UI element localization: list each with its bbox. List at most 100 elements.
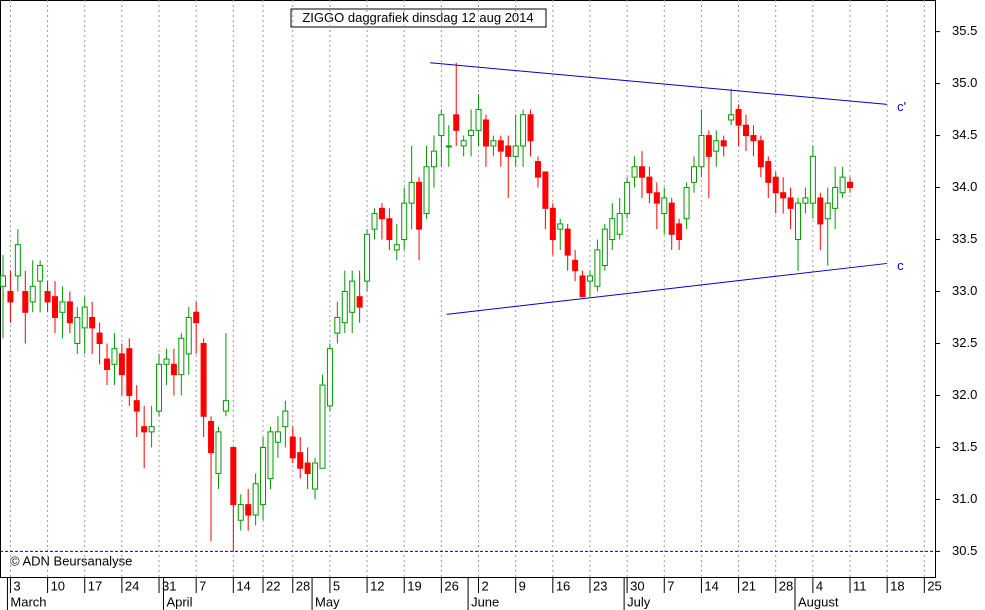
trendline xyxy=(446,262,888,315)
candle-body xyxy=(44,291,51,303)
candle-body xyxy=(676,223,683,241)
trendline-label: c' xyxy=(897,99,906,114)
candle-body xyxy=(126,348,133,396)
candle-body xyxy=(638,166,645,178)
x-tick-label: 22 xyxy=(266,578,280,593)
candle-body xyxy=(705,135,712,157)
candle-body xyxy=(824,202,831,220)
candle-body xyxy=(616,213,623,235)
x-tick-label: 14 xyxy=(236,578,250,593)
x-tick-label: 14 xyxy=(704,578,718,593)
y-tick-label: 35.0 xyxy=(952,75,977,90)
candle-body xyxy=(14,244,21,277)
candle-body xyxy=(22,291,29,313)
candle-body xyxy=(564,228,571,256)
copyright: © ADN Beursanalyse xyxy=(10,553,132,568)
month-label: May xyxy=(315,594,340,609)
y-tick-label: 34.5 xyxy=(952,127,977,142)
candle-body xyxy=(59,301,66,313)
candle-body xyxy=(482,119,489,147)
x-tick-label: 16 xyxy=(556,578,570,593)
y-tick-label: 31.0 xyxy=(952,491,977,506)
candle-body xyxy=(170,363,177,376)
x-tick-label: 21 xyxy=(742,578,756,593)
candle-body xyxy=(586,275,593,282)
candle-body xyxy=(274,431,281,443)
candle-body xyxy=(557,223,564,230)
candle-body xyxy=(260,446,267,506)
candle-body xyxy=(460,140,467,147)
x-tick-label: 31 xyxy=(162,578,176,593)
candle-body xyxy=(787,197,794,209)
candle-body xyxy=(297,452,304,469)
candle-body xyxy=(445,145,452,148)
candle-body xyxy=(185,316,192,355)
x-tick-label: 9 xyxy=(519,578,526,593)
candle-body xyxy=(326,348,333,407)
candle-body xyxy=(527,114,534,142)
month-label: August xyxy=(798,594,839,609)
candle-body xyxy=(89,316,96,329)
candle-body xyxy=(490,140,497,147)
candle-body xyxy=(438,114,445,137)
month-label: March xyxy=(10,594,46,609)
candle-body xyxy=(66,301,73,324)
candle-body xyxy=(668,202,675,235)
candle-body xyxy=(416,181,423,230)
candle-body xyxy=(780,192,787,199)
candle-body xyxy=(765,161,772,183)
candle-body xyxy=(735,109,742,126)
x-tick-label: 24 xyxy=(125,578,139,593)
candle-body xyxy=(289,436,296,459)
candle-body xyxy=(475,109,482,131)
x-tick-label: 10 xyxy=(51,578,65,593)
candle-body xyxy=(423,166,430,215)
candle-body xyxy=(839,176,846,194)
candle-body xyxy=(118,353,125,376)
candle-body xyxy=(809,155,816,204)
candle-body xyxy=(609,218,616,241)
x-tick-label: 30 xyxy=(630,578,644,593)
x-tick-label: 7 xyxy=(667,578,674,593)
candle-body xyxy=(304,462,311,474)
x-tick-label: 11 xyxy=(853,578,867,593)
y-tick-label: 34.0 xyxy=(952,179,977,194)
y-tick-label: 32.5 xyxy=(952,335,977,350)
candle-body xyxy=(534,161,541,178)
candle-body xyxy=(772,176,779,194)
candle-body xyxy=(542,171,549,209)
month-label: June xyxy=(471,594,499,609)
y-tick-label: 33.0 xyxy=(952,283,977,298)
candle-body xyxy=(631,166,638,178)
candle-body xyxy=(52,296,59,318)
y-tick-label: 33.5 xyxy=(952,231,977,246)
candle-body xyxy=(728,114,735,121)
x-tick-label: 28 xyxy=(296,578,310,593)
candle-body xyxy=(549,207,556,241)
candle-body xyxy=(646,176,653,194)
month-label: July xyxy=(627,594,651,609)
candle-body xyxy=(497,140,504,152)
candle-body xyxy=(386,218,393,241)
candle-body xyxy=(371,213,378,230)
candle-body xyxy=(133,400,140,412)
candle-body xyxy=(341,291,348,324)
candle-body xyxy=(505,145,512,157)
candle-body xyxy=(200,342,207,417)
candle-body xyxy=(795,202,802,241)
candle-body xyxy=(832,187,839,209)
candle-body xyxy=(141,426,148,433)
candle-body xyxy=(743,124,749,137)
candle-body xyxy=(230,446,237,506)
candle-body xyxy=(713,140,720,152)
candle-body xyxy=(579,275,586,298)
candle-body xyxy=(29,285,36,303)
candle-body xyxy=(364,233,371,282)
candle-body xyxy=(37,265,44,282)
title-box xyxy=(290,8,547,28)
candle-body xyxy=(408,181,415,204)
candle-body xyxy=(319,384,326,469)
y-tick-label: 31.5 xyxy=(952,439,977,454)
candle-body xyxy=(178,337,185,376)
x-tick-label: 12 xyxy=(370,578,384,593)
